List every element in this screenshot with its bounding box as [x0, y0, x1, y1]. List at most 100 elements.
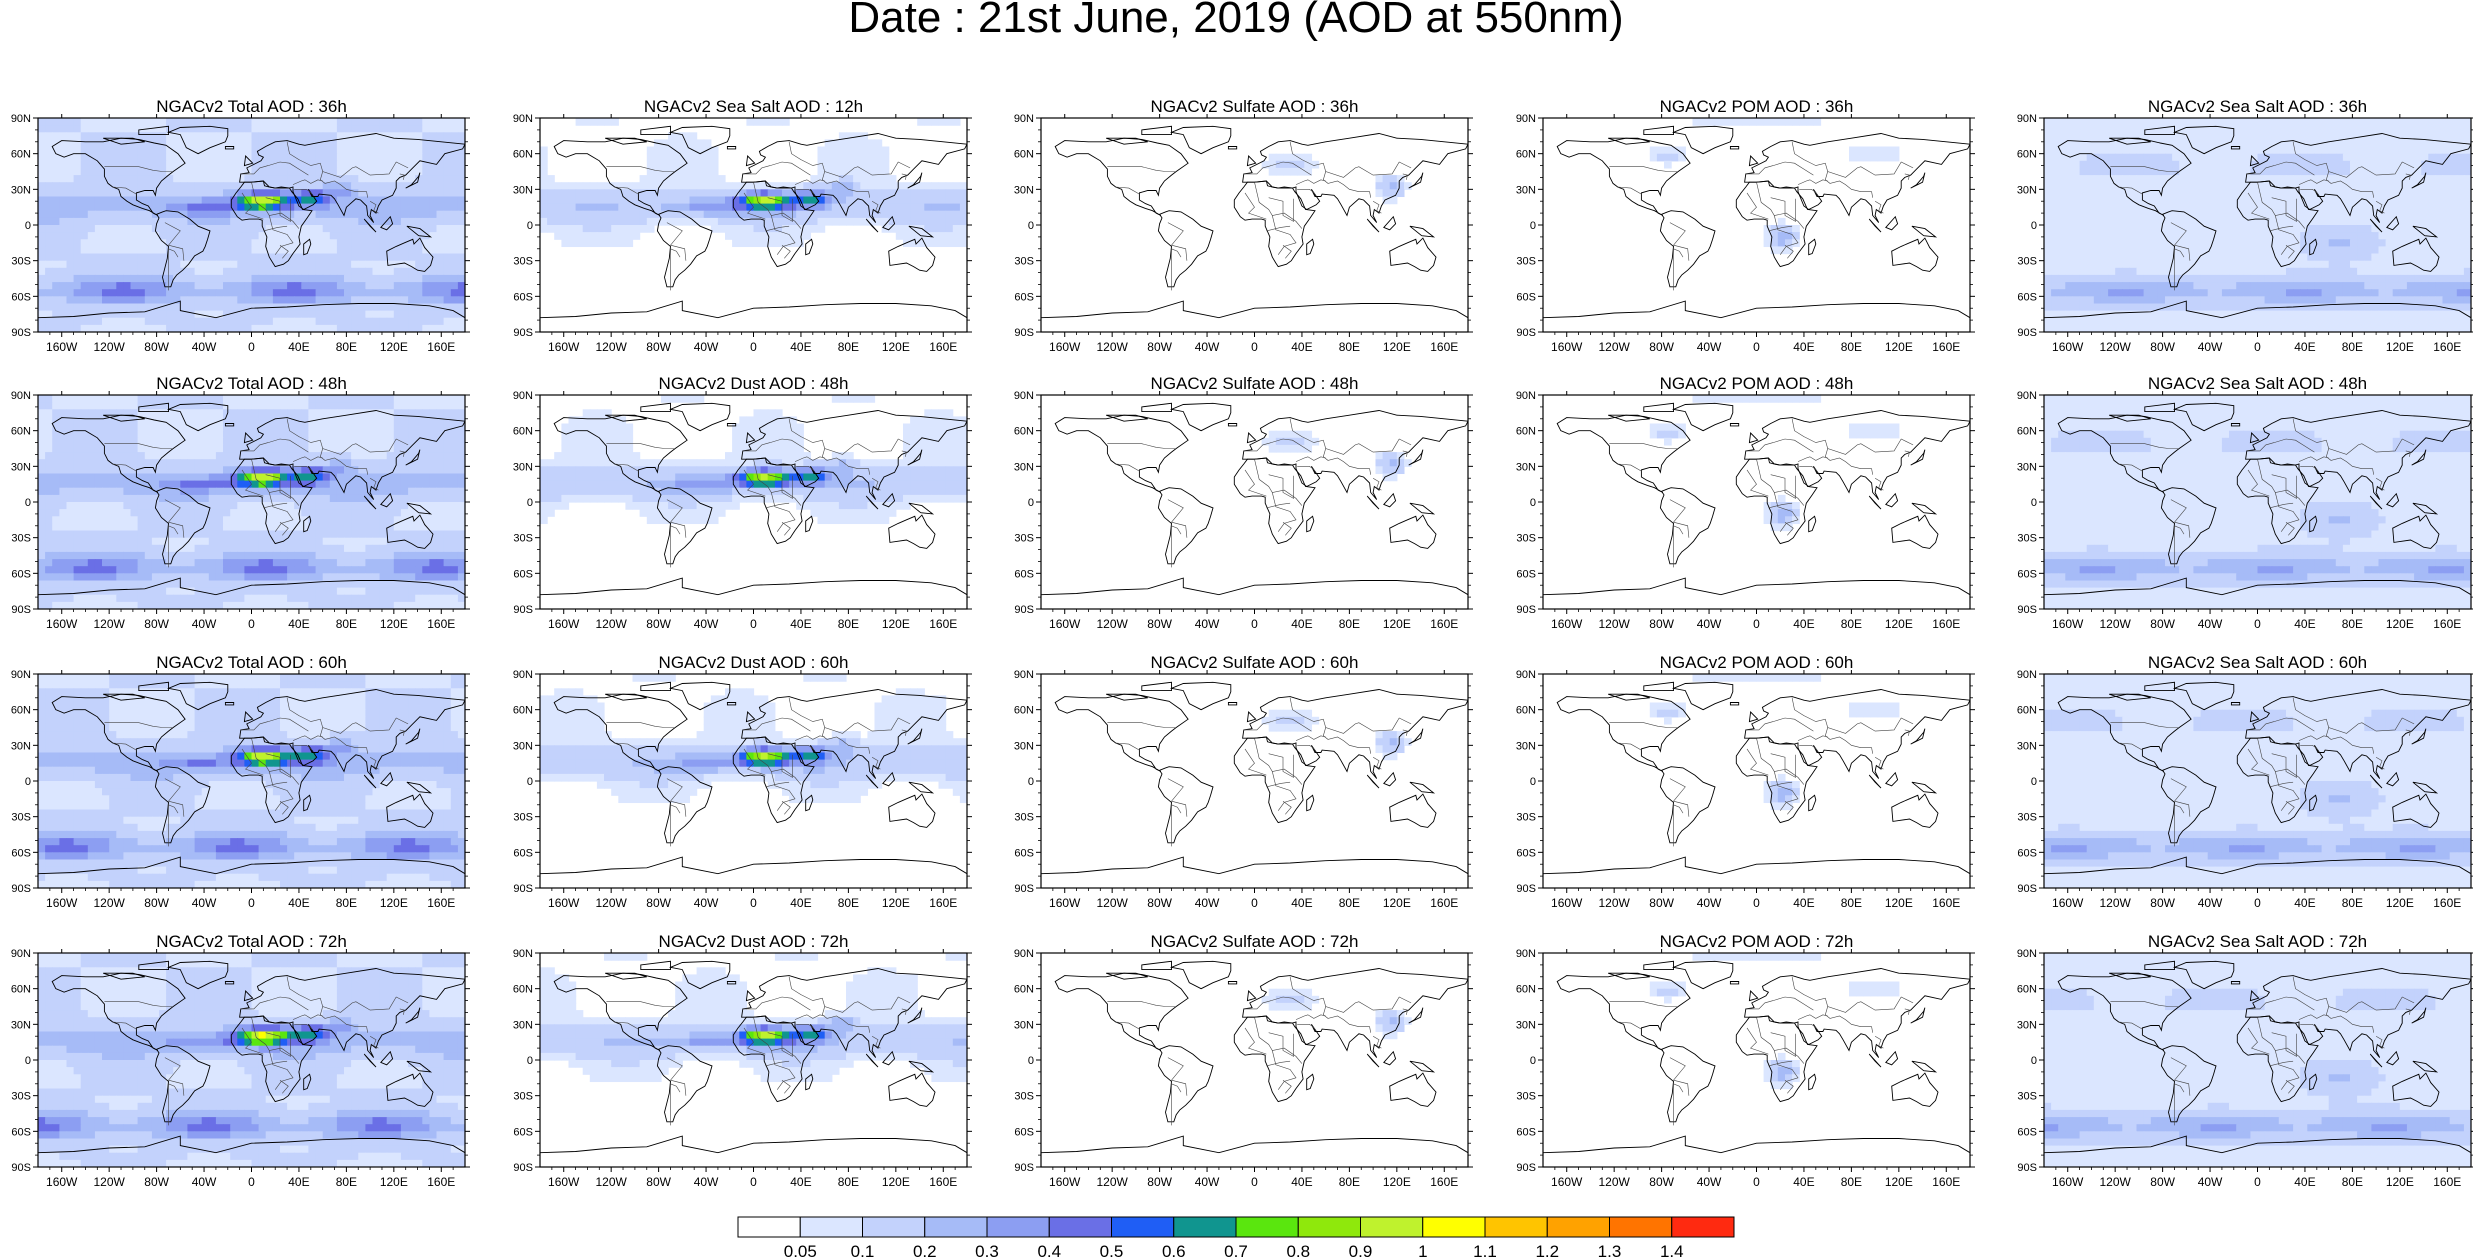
aod-cell: [102, 217, 110, 226]
aod-cell: [2307, 282, 2316, 290]
aod-cell: [2108, 160, 2116, 169]
aod-cell: [173, 289, 181, 297]
aod-cell: [180, 246, 189, 255]
aod-cell: [59, 310, 68, 319]
aod-cell: [2129, 146, 2138, 155]
aod-cell: [2136, 260, 2145, 269]
aod-cell: [272, 210, 281, 219]
aod-cell: [2271, 246, 2280, 255]
aod-cell: [2286, 289, 2294, 297]
aod-cell: [2108, 196, 2116, 205]
aod-cell: [2150, 239, 2159, 248]
aod-cell: [208, 160, 217, 169]
aod-cell: [393, 267, 402, 276]
aod-cell: [2072, 303, 2081, 312]
aod-cell: [2257, 153, 2266, 162]
country-border: [1272, 215, 1297, 255]
aod-cell: [2122, 225, 2131, 233]
map-panel-r1c4: NGACv2 POM AOD : 36h90S60S30S030N60N90N1…: [1516, 97, 1975, 354]
aod-cell: [308, 239, 317, 248]
aod-cell: [668, 153, 676, 162]
aod-cell: [329, 267, 338, 276]
aod-cell: [2236, 253, 2244, 262]
aod-cell: [251, 246, 260, 255]
aod-cell: [365, 167, 374, 176]
aod-cell: [166, 139, 174, 148]
aod-cell: [2100, 189, 2109, 198]
aod-cell: [2122, 232, 2131, 240]
aod-cell: [2136, 282, 2145, 290]
aod-cell: [66, 196, 75, 205]
aod-cell: [554, 232, 562, 240]
aod-cell: [73, 310, 82, 319]
aod-cell: [2079, 317, 2088, 326]
aod-cell: [315, 189, 324, 198]
aod-cell: [351, 296, 359, 305]
aod-cell: [646, 146, 655, 155]
aod-cell: [173, 175, 181, 183]
aod-cell: [2065, 217, 2074, 226]
aod-cell: [1770, 118, 1779, 126]
aod-cell: [540, 153, 548, 162]
aod-cell: [2229, 225, 2237, 233]
aod-cell: [860, 210, 869, 219]
aod-cell: [116, 182, 125, 190]
aod-cell: [2157, 232, 2166, 240]
aod-cell: [1770, 232, 1779, 240]
aod-cell: [308, 139, 317, 148]
aod-cell: [144, 182, 153, 190]
aod-cell: [582, 196, 591, 205]
aod-cell: [2115, 239, 2123, 248]
aod-cell: [817, 189, 826, 198]
aod-cell: [2378, 267, 2387, 276]
aod-cell: [280, 203, 288, 212]
aod-cell: [2421, 289, 2429, 297]
aod-cell: [38, 260, 46, 269]
aod-cell: [703, 139, 712, 148]
aod-cell: [611, 189, 619, 198]
aod-cell: [386, 196, 395, 205]
aod-cell: [2143, 274, 2152, 283]
aod-cell: [2221, 175, 2230, 183]
aod-cell: [393, 317, 402, 326]
aod-cell: [2229, 160, 2237, 169]
aod-cell: [2065, 182, 2074, 190]
aod-cell: [73, 167, 82, 176]
aod-cell: [272, 260, 281, 269]
aod-cell: [2243, 167, 2252, 176]
aod-cell: [881, 189, 890, 198]
aod-cell: [237, 253, 246, 262]
country-border: [2405, 173, 2411, 180]
aod-cell: [258, 324, 267, 332]
aod-cell: [244, 203, 253, 212]
aod-cell: [116, 310, 125, 319]
aod-cell: [2122, 260, 2131, 269]
aod-cell: [2449, 232, 2458, 240]
aod-cell: [540, 203, 548, 212]
aod-cell: [2250, 175, 2259, 183]
aod-cell: [265, 210, 274, 219]
aod-cell: [2449, 153, 2458, 162]
aod-cell: [2421, 239, 2429, 248]
aod-cell: [429, 282, 438, 290]
aod-cell: [2449, 282, 2458, 290]
aod-cell: [2378, 196, 2387, 205]
aod-cell: [2143, 196, 2152, 205]
aod-cell: [194, 132, 203, 141]
aod-cell: [2307, 253, 2316, 262]
aod-cell: [2300, 267, 2308, 276]
aod-cell: [215, 310, 224, 319]
aod-cell: [251, 274, 260, 283]
aod-cell: [237, 246, 246, 255]
country-border: [1322, 171, 1371, 198]
aod-cell: [2371, 260, 2380, 269]
aod-cell: [2079, 167, 2088, 176]
aod-cell: [59, 210, 68, 219]
aod-cell: [1389, 182, 1398, 190]
aod-cell: [2136, 210, 2145, 219]
aod-cell: [2136, 167, 2145, 176]
aod-cell: [2186, 118, 2195, 126]
aod-cell: [166, 310, 174, 319]
aod-cell: [73, 274, 82, 283]
aod-cell: [2157, 175, 2166, 183]
